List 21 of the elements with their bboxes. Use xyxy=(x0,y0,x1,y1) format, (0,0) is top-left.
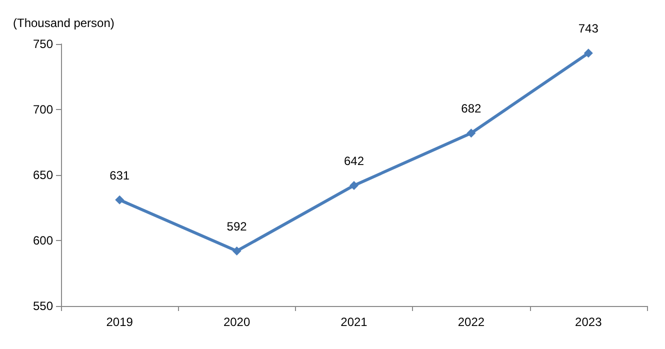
point xyxy=(115,195,124,204)
data-label: 642 xyxy=(344,154,364,168)
y-tick-label: 650 xyxy=(32,168,54,182)
x-tick-label: 2019 xyxy=(106,315,134,329)
point xyxy=(232,246,242,256)
point xyxy=(466,128,476,138)
data-label: 631 xyxy=(110,168,130,182)
data-label: 682 xyxy=(461,102,482,116)
y-tick-label: 750 xyxy=(32,37,54,51)
y-axis-title: (Thousand person) xyxy=(13,16,114,30)
y-tick-label: 600 xyxy=(32,234,54,248)
point xyxy=(350,180,358,190)
point xyxy=(584,48,593,58)
data-label: 592 xyxy=(226,219,248,234)
x-tick-label: 2022 xyxy=(458,315,485,329)
x-tick-label: 2023 xyxy=(575,315,602,329)
x-tick-label: 2021 xyxy=(340,315,368,329)
x-tick-label: 2020 xyxy=(223,315,250,329)
y-tick-label: 550 xyxy=(32,299,54,313)
data-label: 743 xyxy=(578,22,599,36)
y-tick-label: 700 xyxy=(32,102,54,116)
